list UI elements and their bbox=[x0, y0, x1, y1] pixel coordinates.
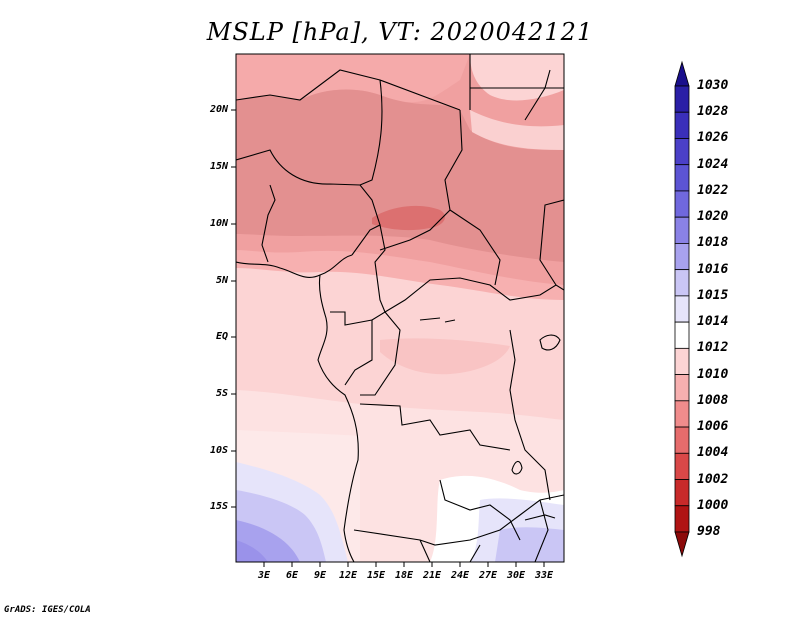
footer-credit: GrADS: IGES/COLA bbox=[4, 605, 91, 615]
lat-label-10n: 10N bbox=[209, 218, 228, 229]
colorbar-bottom-arrow bbox=[674, 531, 690, 558]
colorbar-segment bbox=[674, 426, 690, 454]
border-benin bbox=[261, 184, 276, 263]
colorbar-label: 1004 bbox=[697, 445, 729, 461]
border-namibia bbox=[353, 494, 564, 546]
border-angola-drc bbox=[359, 403, 511, 451]
colorbar-label: 1010 bbox=[697, 366, 729, 382]
lon-label-3e: 3E bbox=[257, 570, 271, 581]
colorbar-segment bbox=[674, 505, 690, 533]
colorbar-label: 1022 bbox=[697, 182, 729, 198]
lat-label-15s: 15S bbox=[209, 501, 228, 512]
border-namibia-south bbox=[419, 539, 431, 562]
river-congo bbox=[419, 317, 456, 323]
border-great-lakes bbox=[509, 329, 551, 501]
map-frame bbox=[235, 53, 565, 563]
colorbar-label: 1000 bbox=[697, 497, 729, 513]
field-1008 bbox=[236, 89, 564, 262]
field-north-east-light bbox=[470, 54, 564, 101]
lat-label-10s: 10S bbox=[209, 445, 228, 456]
colorbar-segment bbox=[674, 347, 690, 375]
pressure-field bbox=[236, 54, 564, 562]
lat-label-5s: 5S bbox=[215, 388, 228, 399]
coastline-guinea-gulf bbox=[236, 254, 353, 278]
border-zimbabwe bbox=[534, 499, 549, 562]
lon-label-12e: 12E bbox=[338, 570, 358, 581]
field-1016-east bbox=[495, 527, 564, 562]
lon-label-6e: 6E bbox=[285, 570, 299, 581]
lon-label-24e: 24E bbox=[450, 570, 470, 581]
lon-label-21e: 21E bbox=[422, 570, 442, 581]
lat-label-5n: 5N bbox=[215, 275, 228, 286]
border-sudan-car bbox=[449, 209, 501, 286]
field-north-lighter bbox=[236, 54, 470, 103]
colorbar-segment bbox=[674, 479, 690, 507]
colorbar-label: 1014 bbox=[697, 314, 729, 330]
colorbar-label: 1028 bbox=[697, 104, 729, 120]
colorbar-segment bbox=[674, 321, 690, 349]
colorbar-segment bbox=[674, 400, 690, 428]
colorbar-segment bbox=[674, 85, 690, 113]
lon-label-33e: 33E bbox=[534, 570, 554, 581]
field-east-streak bbox=[470, 110, 564, 150]
map-title: MSLP [hPa], VT: 2020042121 bbox=[206, 18, 594, 46]
colorbar-segment bbox=[674, 243, 690, 271]
lake-tanganyika bbox=[511, 460, 523, 475]
colorbar-segment bbox=[674, 216, 690, 244]
field-1006-min bbox=[372, 205, 445, 231]
border-cameroon bbox=[351, 224, 386, 313]
colorbar-segment bbox=[674, 190, 690, 218]
lon-label-30e: 30E bbox=[506, 570, 526, 581]
lake-kariba bbox=[524, 514, 556, 521]
lon-label-15e: 15E bbox=[366, 570, 386, 581]
colorbar-label: 1015 bbox=[697, 287, 729, 303]
field-1019 bbox=[236, 540, 268, 562]
lon-label-9e: 9E bbox=[313, 570, 327, 581]
colorbar-label: 998 bbox=[697, 524, 721, 539]
colorbar-segment bbox=[674, 138, 690, 166]
lake-victoria bbox=[539, 334, 561, 351]
lon-label-27e: 27E bbox=[478, 570, 498, 581]
colorbar-label: 1016 bbox=[697, 261, 729, 277]
colorbar-segment bbox=[674, 452, 690, 480]
colorbar-top-arrow bbox=[674, 60, 690, 87]
lat-label-15n: 15N bbox=[209, 161, 228, 172]
colorbar-label: 1020 bbox=[697, 209, 729, 225]
colorbar-label: 1018 bbox=[697, 235, 729, 251]
border-car-drc bbox=[384, 277, 564, 313]
colorbar-label: 1024 bbox=[697, 156, 729, 172]
colorbar bbox=[674, 60, 690, 558]
colorbar-label: 1012 bbox=[697, 340, 729, 356]
field-congo-patch bbox=[380, 338, 510, 375]
colorbar-segment bbox=[674, 374, 690, 402]
colorbar-segment bbox=[674, 269, 690, 297]
colorbar-segment bbox=[674, 111, 690, 139]
colorbar-label: 1002 bbox=[697, 471, 729, 487]
border-niger-chad bbox=[359, 79, 383, 186]
axis-ticks bbox=[231, 109, 545, 567]
lon-label-18e: 18E bbox=[394, 570, 414, 581]
colorbar-label: 1026 bbox=[697, 130, 729, 146]
border-north bbox=[236, 69, 461, 111]
colorbar-label: 1030 bbox=[697, 78, 729, 93]
lat-label-20n: 20N bbox=[209, 104, 228, 115]
border-zambia bbox=[439, 479, 521, 541]
border-botswana bbox=[469, 544, 481, 562]
border-niger-nigeria bbox=[236, 149, 381, 226]
border-congo-drc bbox=[360, 311, 401, 396]
colorbar-label: 1006 bbox=[697, 419, 729, 435]
country-borders bbox=[236, 54, 564, 562]
coastline-west bbox=[317, 274, 359, 562]
colorbar-label: 1008 bbox=[697, 392, 729, 408]
lat-label-eq: EQ bbox=[215, 331, 228, 342]
border-sudan-east bbox=[539, 199, 564, 286]
colorbar-segment bbox=[674, 164, 690, 192]
colorbar-segment bbox=[674, 295, 690, 323]
